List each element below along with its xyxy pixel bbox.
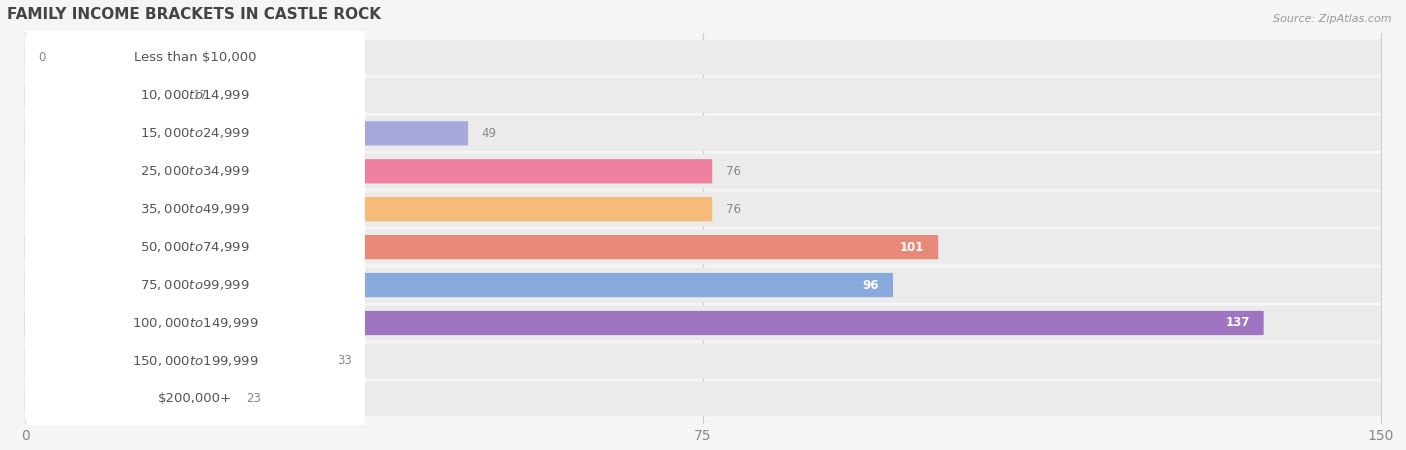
- FancyBboxPatch shape: [25, 382, 1381, 416]
- Text: $15,000 to $24,999: $15,000 to $24,999: [141, 126, 250, 140]
- Text: Source: ZipAtlas.com: Source: ZipAtlas.com: [1274, 14, 1392, 23]
- FancyBboxPatch shape: [25, 349, 323, 373]
- FancyBboxPatch shape: [25, 311, 1264, 335]
- FancyBboxPatch shape: [25, 183, 366, 236]
- FancyBboxPatch shape: [25, 116, 1381, 151]
- FancyBboxPatch shape: [25, 268, 1381, 302]
- Text: $200,000+: $200,000+: [157, 392, 232, 405]
- Text: 76: 76: [725, 202, 741, 216]
- FancyBboxPatch shape: [25, 258, 366, 311]
- FancyBboxPatch shape: [25, 297, 366, 350]
- FancyBboxPatch shape: [25, 343, 1381, 378]
- FancyBboxPatch shape: [25, 78, 1381, 113]
- FancyBboxPatch shape: [25, 69, 366, 122]
- Text: 0: 0: [38, 51, 46, 64]
- FancyBboxPatch shape: [25, 192, 1381, 227]
- Text: $150,000 to $199,999: $150,000 to $199,999: [132, 354, 259, 368]
- FancyBboxPatch shape: [25, 154, 1381, 189]
- FancyBboxPatch shape: [25, 107, 366, 160]
- Text: 33: 33: [337, 355, 352, 367]
- FancyBboxPatch shape: [25, 145, 366, 198]
- FancyBboxPatch shape: [25, 159, 713, 184]
- Text: 23: 23: [246, 392, 262, 405]
- Text: 137: 137: [1226, 316, 1250, 329]
- FancyBboxPatch shape: [25, 306, 1381, 341]
- FancyBboxPatch shape: [25, 45, 30, 70]
- Text: Less than $10,000: Less than $10,000: [134, 51, 256, 64]
- Text: 96: 96: [863, 279, 879, 292]
- Text: 76: 76: [725, 165, 741, 178]
- FancyBboxPatch shape: [25, 372, 366, 425]
- FancyBboxPatch shape: [25, 273, 893, 297]
- FancyBboxPatch shape: [25, 40, 1381, 75]
- Text: $25,000 to $34,999: $25,000 to $34,999: [141, 164, 250, 178]
- Text: 101: 101: [900, 241, 925, 254]
- Text: $10,000 to $14,999: $10,000 to $14,999: [141, 88, 250, 103]
- FancyBboxPatch shape: [25, 230, 1381, 265]
- FancyBboxPatch shape: [25, 31, 366, 84]
- Text: $75,000 to $99,999: $75,000 to $99,999: [141, 278, 250, 292]
- FancyBboxPatch shape: [25, 197, 713, 221]
- Text: 17: 17: [193, 89, 207, 102]
- FancyBboxPatch shape: [25, 235, 938, 259]
- Text: FAMILY INCOME BRACKETS IN CASTLE ROCK: FAMILY INCOME BRACKETS IN CASTLE ROCK: [7, 7, 381, 22]
- Text: $100,000 to $149,999: $100,000 to $149,999: [132, 316, 259, 330]
- Text: $50,000 to $74,999: $50,000 to $74,999: [141, 240, 250, 254]
- FancyBboxPatch shape: [25, 334, 366, 387]
- FancyBboxPatch shape: [25, 83, 179, 108]
- Text: $35,000 to $49,999: $35,000 to $49,999: [141, 202, 250, 216]
- Text: 49: 49: [481, 127, 496, 140]
- FancyBboxPatch shape: [25, 121, 468, 145]
- FancyBboxPatch shape: [25, 387, 233, 411]
- FancyBboxPatch shape: [25, 220, 366, 274]
